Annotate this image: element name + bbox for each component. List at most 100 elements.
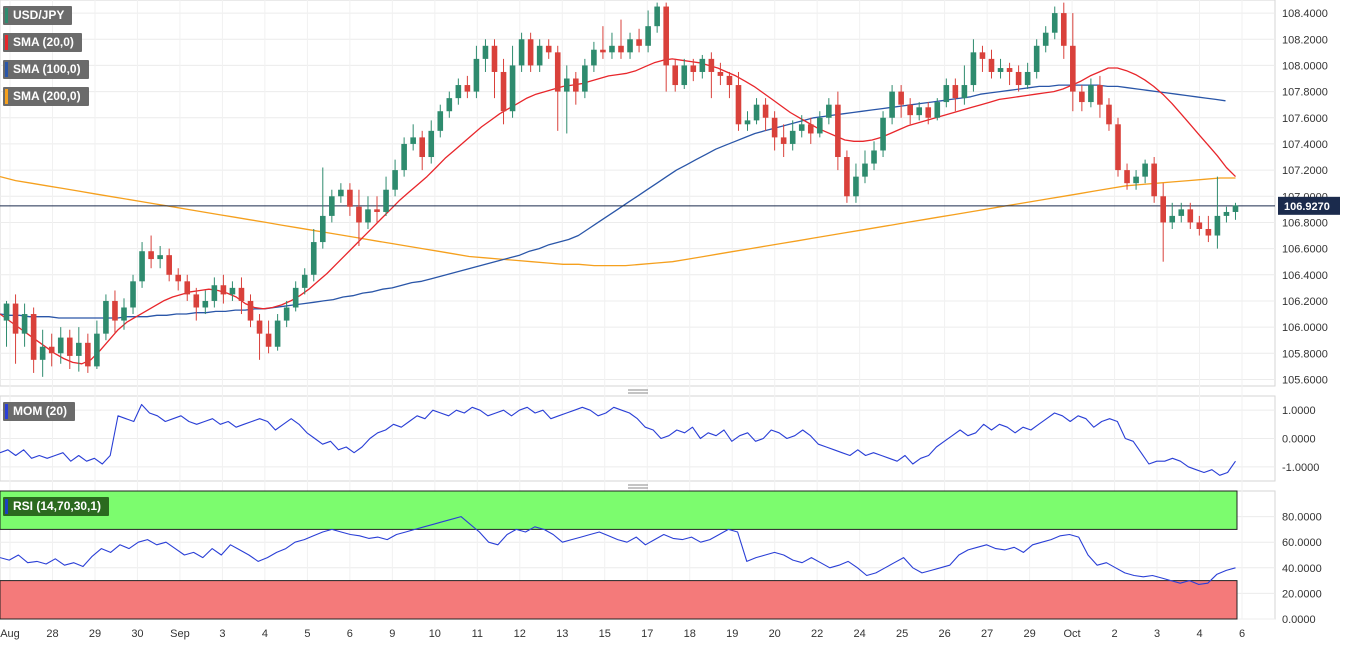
candle: [853, 163, 859, 203]
current-price-value: 106.9270: [1284, 201, 1330, 213]
candle-body: [1151, 163, 1157, 197]
price-y-tick-label: 106.4000: [1282, 270, 1328, 282]
panel-resize-handle-1[interactable]: [628, 389, 648, 394]
price-y-tick-label: 107.2000: [1282, 165, 1328, 177]
sma100-swatch: [5, 62, 8, 77]
mom-legend[interactable]: MOM (20): [3, 402, 75, 421]
series-lines: [0, 58, 1275, 585]
candle: [970, 39, 977, 92]
x-tick-label: 3: [219, 628, 225, 640]
candle-body: [789, 130, 796, 144]
axis-labels: 108.4000 108.2000 108.0000 107.8000 107.6000…: [0, 8, 1340, 640]
candle-body: [952, 85, 959, 99]
candle-body: [1060, 13, 1067, 46]
candle: [455, 78, 462, 105]
candle: [591, 41, 597, 72]
candle-body: [455, 85, 462, 99]
x-tick-label: 4: [262, 628, 268, 640]
price-y-tick-label: 106.2000: [1282, 296, 1328, 308]
candle-body: [121, 307, 127, 321]
candle: [744, 111, 751, 131]
candle: [66, 329, 73, 369]
x-tick-label: 9: [389, 628, 395, 640]
candle-body: [871, 150, 877, 164]
candle-body: [771, 117, 778, 138]
candle-body: [166, 255, 172, 275]
candle-body: [536, 45, 543, 66]
candle-body: [410, 137, 416, 144]
candle-body: [211, 285, 218, 301]
candle: [1024, 62, 1031, 89]
mom-y-tick-label: -1.0000: [1282, 462, 1319, 474]
candle-body: [446, 98, 453, 112]
x-tick-label: 3: [1154, 628, 1160, 640]
candle: [274, 314, 281, 351]
candle-body: [112, 300, 118, 321]
candle-body: [1205, 228, 1212, 236]
candle: [1015, 65, 1022, 92]
candle-body: [1006, 68, 1013, 72]
candle-body: [663, 6, 669, 66]
x-tick-label: Sep: [170, 628, 190, 640]
candle-body: [545, 45, 552, 53]
sma200-legend[interactable]: SMA (200,0): [3, 87, 89, 106]
candle: [898, 85, 904, 118]
candle: [934, 98, 941, 121]
candle: [916, 102, 923, 121]
rsi-legend[interactable]: RSI (14,70,30,1): [3, 497, 110, 516]
candle: [690, 58, 697, 82]
candle: [654, 2, 660, 33]
sma20-legend[interactable]: SMA (20,0): [3, 33, 82, 52]
price-y-tick-label: 107.6000: [1282, 113, 1328, 125]
candle: [1205, 215, 1212, 243]
mom-y-tick-label: 0.0000: [1282, 434, 1316, 446]
candle-body: [762, 104, 769, 118]
candle: [21, 303, 28, 347]
candle: [446, 91, 453, 118]
candle-body: [392, 170, 398, 190]
candle-body: [880, 117, 886, 151]
candle: [735, 71, 742, 131]
candle: [175, 268, 182, 291]
rsi-oversold-zone: [0, 580, 1238, 620]
instrument-label[interactable]: USD/JPY: [3, 6, 73, 25]
candle-body: [482, 45, 489, 59]
x-tick-label: 25: [896, 628, 908, 640]
x-tick-label: 27: [981, 628, 993, 640]
candle: [1051, 6, 1058, 40]
candle-body: [103, 300, 109, 334]
candle-body: [563, 78, 570, 92]
candle-body: [338, 189, 344, 197]
candle-body: [898, 91, 904, 105]
candle: [57, 327, 64, 364]
candle-body: [618, 45, 624, 53]
candle-body: [582, 65, 588, 92]
candle: [301, 268, 308, 295]
candle-body: [247, 300, 254, 321]
candle-body: [979, 52, 986, 59]
candle: [347, 183, 353, 216]
x-tick-label: 17: [641, 628, 653, 640]
candle-body: [319, 215, 326, 243]
candle: [762, 98, 769, 131]
candle-body: [907, 104, 913, 116]
candle: [780, 124, 787, 158]
rsi-y-tick-label: 20.0000: [1282, 588, 1322, 600]
candle-body: [220, 285, 227, 295]
candle-body: [735, 85, 742, 125]
candle-body: [708, 58, 715, 72]
candle-body: [798, 124, 805, 131]
x-tick-label: 29: [1023, 628, 1035, 640]
candle: [130, 274, 136, 315]
sma100-legend[interactable]: SMA (100,0): [3, 60, 89, 79]
candle-body: [690, 65, 697, 72]
candle: [1187, 202, 1194, 229]
panel-resize-handle-2[interactable]: [628, 484, 648, 489]
candle: [85, 333, 91, 373]
candle-body: [1160, 196, 1166, 223]
candles: [3, 2, 1239, 377]
candle-body: [726, 75, 733, 86]
candle: [1232, 202, 1239, 220]
candle-body: [636, 39, 642, 46]
